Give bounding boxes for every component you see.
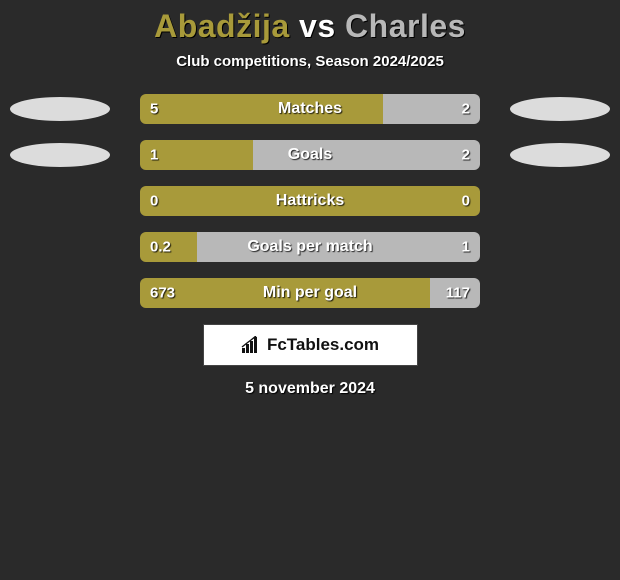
stat-label: Hattricks [276, 192, 344, 210]
stat-row: 673 117 Min per goal [0, 278, 620, 308]
team-badge-right [510, 143, 610, 167]
stats-rows: 5 2 Matches 1 2 Goals 0 0 Hattricks 0.2 1 Goals per… [0, 94, 620, 308]
stat-label: Matches [278, 100, 342, 118]
stat-bar: 673 117 Min per goal [140, 278, 480, 308]
stat-value-right: 1 [462, 239, 470, 256]
stat-row: 1 2 Goals [0, 140, 620, 170]
page-title: Abadžija vs Charles [0, 8, 620, 45]
stat-label: Goals [288, 146, 332, 164]
stat-value-right: 117 [446, 285, 470, 302]
stat-row: 0 0 Hattricks [0, 186, 620, 216]
stat-value-left: 1 [150, 147, 158, 164]
brand-text: FcTables.com [267, 335, 379, 355]
team-badge-left [10, 143, 110, 167]
stat-value-right: 0 [462, 193, 470, 210]
stat-value-left: 0.2 [150, 239, 171, 256]
stat-value-left: 0 [150, 193, 158, 210]
stat-label: Min per goal [263, 284, 357, 302]
vs-text: vs [299, 8, 336, 44]
bar-segment-left [140, 94, 383, 124]
comparison-card: Abadžija vs Charles Club competitions, S… [0, 0, 620, 398]
stat-row: 0.2 1 Goals per match [0, 232, 620, 262]
chart-icon [241, 336, 261, 354]
stat-value-right: 2 [462, 147, 470, 164]
stat-row: 5 2 Matches [0, 94, 620, 124]
stat-label: Goals per match [247, 238, 372, 256]
brand-logo: FcTables.com [203, 324, 418, 366]
player2-name: Charles [345, 8, 466, 44]
team-badge-right [510, 97, 610, 121]
team-badge-left [10, 97, 110, 121]
stat-value-right: 2 [462, 101, 470, 118]
player1-name: Abadžija [154, 8, 290, 44]
footer-date: 5 november 2024 [0, 380, 620, 398]
stat-value-left: 5 [150, 101, 158, 118]
stat-bar: 5 2 Matches [140, 94, 480, 124]
subtitle: Club competitions, Season 2024/2025 [0, 53, 620, 70]
stat-value-left: 673 [150, 285, 175, 302]
stat-bar: 0 0 Hattricks [140, 186, 480, 216]
stat-bar: 1 2 Goals [140, 140, 480, 170]
stat-bar: 0.2 1 Goals per match [140, 232, 480, 262]
